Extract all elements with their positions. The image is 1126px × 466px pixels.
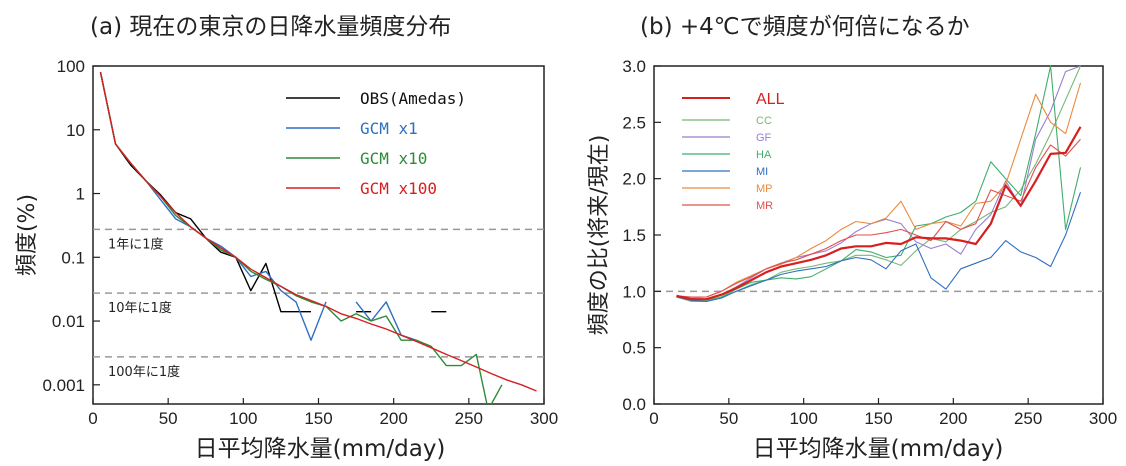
panel-b-x-axis-label: 日平均降水量(mm/day) — [753, 436, 1004, 462]
panel-b-chart: (b) +4℃で頻度が何倍になるか 0 50 100 150 200 250 3000.00… — [587, 14, 1117, 462]
panel-a-y-tick-label: 0.1 — [61, 248, 85, 267]
legend-label-mi: MI — [756, 166, 768, 178]
legend-label-gcm-x10: GCM x10 — [360, 149, 427, 168]
panel-a-x-axis-label: 日平均降水量(mm/day) — [195, 436, 446, 462]
panel-a-plot-frame — [92, 65, 545, 405]
legend-label-gcm-x100: GCM x100 — [360, 179, 437, 198]
panel-b-x-tick-label: 100 — [789, 409, 817, 428]
panel-a-y-tick-label: 1 — [76, 185, 85, 204]
panel-a-ref-label-2: 10年に1度 — [108, 300, 172, 316]
panel-a-x-tick-label: 200 — [379, 409, 407, 428]
panel-b-y-tick-label: 2.0 — [622, 170, 646, 189]
panel-a-x-tick-label: 250 — [455, 409, 483, 428]
panel-a-ref-label-1: 1年に1度 — [108, 236, 164, 252]
panel-a-x-tick-label: 0 — [88, 409, 97, 428]
panel-b-y-tick-label: 2.5 — [622, 113, 646, 132]
panel-a-x-tick-label: 100 — [229, 409, 257, 428]
panel-a-y-axis-label: 頻度(%) — [15, 194, 40, 276]
panel-a-ref-label-3: 100年に1度 — [108, 364, 180, 380]
panel-a-y-tick-label: 10 — [66, 121, 85, 140]
panel-a-title: (a) 現在の東京の日降水量頻度分布 — [90, 14, 451, 40]
panel-a-y-tick-label: 0.001 — [42, 376, 85, 395]
panel-a-legend: OBS(Amedas) GCM x1 GCM x10 GCM x100 — [286, 89, 466, 198]
panel-b-y-tick-label: 1.0 — [622, 282, 646, 301]
series-line-all — [676, 126, 1082, 301]
legend-label-mr: MR — [756, 200, 773, 212]
panel-a-axis-ticks: 0 50 100 150 200 250 300 0.001 0.01 0.1 1 10 100 — [42, 57, 558, 428]
series-line-mr — [676, 138, 1081, 298]
panel-a-chart: (a) 現在の東京の日降水量頻度分布 1年に1度 10年に1度 100年に1度 0 5… — [15, 14, 558, 462]
panel-b-series — [676, 65, 1082, 303]
panel-b-x-tick-label: 50 — [719, 409, 738, 428]
panel-b-x-tick-label: 0 — [649, 409, 658, 428]
panel-a-x-tick-label: 300 — [530, 409, 558, 428]
panel-a-y-tick-label: 100 — [57, 57, 85, 76]
series-line-gcm-x10-2 — [490, 384, 503, 405]
panel-b-axis-ticks: 0 50 100 150 200 250 300 0.0 0.5 1.0 1.5 2.0 2.5 3.0 — [622, 57, 1117, 428]
panel-a-y-tick-label: 0.01 — [52, 312, 85, 331]
legend-label-gf: GF — [756, 132, 772, 144]
panel-b-legend: ALL CC GF HA MI MP MR — [682, 91, 785, 212]
panel-b-plot-frame — [653, 65, 1104, 405]
panel-a-x-tick-label: 150 — [304, 409, 332, 428]
legend-label-all: ALL — [756, 91, 785, 108]
panel-a-series — [99, 72, 537, 405]
panel-b-y-tick-label: 1.5 — [622, 226, 646, 245]
panel-a-x-tick-label: 50 — [159, 409, 178, 428]
legend-label-cc: CC — [756, 115, 772, 127]
legend-label-mp: MP — [756, 183, 773, 195]
panel-a-reference-lines: 1年に1度 10年に1度 100年に1度 — [93, 228, 544, 380]
legend-label-obs-amedas: OBS(Amedas) — [360, 89, 466, 108]
legend-label-ha: HA — [756, 149, 772, 161]
legend-label-gcm-x1: GCM x1 — [360, 119, 418, 138]
panel-b-y-tick-label: 0.5 — [622, 339, 646, 358]
panel-b-y-tick-label: 0.0 — [622, 395, 646, 414]
series-line-ha — [676, 65, 1082, 301]
panel-b-x-tick-label: 300 — [1089, 409, 1117, 428]
panel-b-y-axis-label: 頻度の比(将来/現在) — [587, 135, 612, 336]
panel-b-x-tick-label: 250 — [1014, 409, 1042, 428]
panel-b-y-tick-label: 3.0 — [622, 57, 646, 76]
series-line-mp — [676, 82, 1082, 299]
panel-b-x-tick-label: 200 — [939, 409, 967, 428]
panel-b-x-tick-label: 150 — [864, 409, 892, 428]
series-line-mi — [676, 192, 1082, 303]
series-line-gcm-x100-1 — [99, 72, 537, 392]
panel-b-title: (b) +4℃で頻度が何倍になるか — [640, 14, 970, 40]
